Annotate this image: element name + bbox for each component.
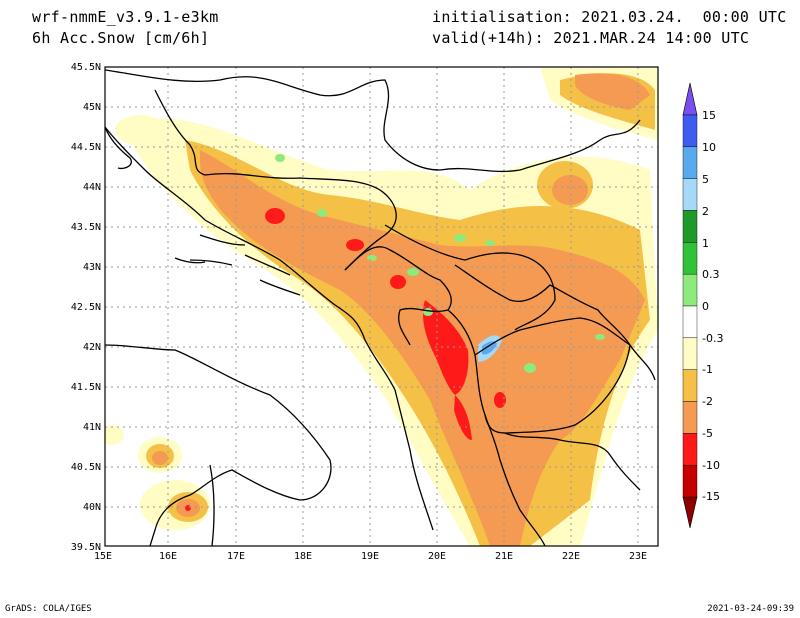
x-tick-label: 16E [159,551,177,562]
colorbar-cell [682,337,698,370]
snow-band-orange [152,73,650,546]
colorbar-cell [682,401,698,434]
y-tick-label: 44.5N [71,142,101,153]
y-tick-label: 43.5N [71,222,101,233]
snow-band-red [185,208,506,511]
x-axis: 15E 16E 17E 18E 19E 20E 21E 22E 23E [94,551,647,562]
y-tick-label: 41.5N [71,382,101,393]
x-tick-label: 18E [294,551,312,562]
colorbar-label: 2 [702,205,709,218]
x-tick-label: 21E [495,551,513,562]
y-tick-label: 41N [83,422,101,433]
x-tick-label: 17E [227,551,245,562]
colorbar-label: 5 [702,173,709,186]
colorbar-cell [682,146,698,179]
boundaries [105,69,656,546]
x-tick-label: 20E [428,551,446,562]
istria [105,126,132,170]
model-title: wrf-nmmE_v3.9.1-e3km [32,8,219,26]
valid-time: valid(+14h): 2021.MAR.24 14:00 UTC [432,29,750,47]
islands [174,234,301,296]
colorbar-label: 10 [702,141,716,154]
colorbar-cell [682,433,698,466]
northern-border [105,69,641,173]
y-tick-label: 45.5N [71,62,101,73]
snow-band-green [275,154,605,373]
colorbar-cell [682,464,698,498]
y-tick-label: 45N [83,102,101,113]
colorbar-cell [682,305,698,339]
colorbar-label: -15 [702,490,720,503]
montenegro-border [344,246,452,346]
colorbar: 15 10 5 2 1 0.3 0 -0.3 -1 -2 -5 -10 -15 [682,82,723,529]
y-tick-label: 43N [83,262,101,273]
graticule [105,67,658,546]
footer-timestamp: 2021-03-24-09:39 [707,604,794,614]
colorbar-cell [682,114,698,148]
x-tick-label: 23E [629,551,647,562]
colorbar-label: 1 [702,237,709,250]
colorbar-label: 15 [702,109,716,122]
y-tick-label: 40.5N [71,462,101,473]
adriatic-coast-east [105,126,434,531]
colorbar-cell [682,178,698,211]
y-tick-label: 42.5N [71,302,101,313]
x-tick-label: 15E [94,551,112,562]
footer-credit: GrADS: COLA/IGES [5,604,92,614]
y-tick-label: 42N [83,342,101,353]
italy-coast [105,344,332,546]
colorbar-top-arrow [682,82,698,116]
y-tick-label: 40N [83,502,101,513]
colorbar-cell [682,273,698,307]
snow-field [105,67,658,546]
kosovo-border [454,264,656,381]
albania-border [447,309,546,546]
colorbar-label: 0 [702,300,709,313]
y-tick-label: 44N [83,182,101,193]
colorbar-cell [682,210,698,243]
colorbar-cell [682,369,698,402]
x-tick-label: 22E [562,551,580,562]
croatia-bosnia-border [154,89,397,271]
serbia-border [384,224,556,331]
y-axis: 39.5N 40N 40.5N 41N 41.5N 42N 42.5N 43N … [71,62,101,553]
colorbar-label: -10 [702,459,720,472]
init-time: initialisation: 2021.03.24. 00:00 UTC [432,8,787,26]
colorbar-bottom-arrow [682,496,698,529]
colorbar-label: -5 [702,427,713,440]
colorbar-cell [682,242,698,275]
field-title: 6h Acc.Snow [cm/6h] [32,29,210,47]
map-frame [104,66,659,547]
italy-coast-2 [209,464,215,546]
colorbar-label: -2 [702,395,713,408]
x-tick-label: 19E [361,551,379,562]
y-tick-label: 39.5N [71,542,101,553]
colorbar-label: 0.3 [702,268,720,281]
greece-border [504,432,641,491]
colorbar-label: -0.3 [702,332,723,345]
colorbar-label: -1 [702,363,713,376]
